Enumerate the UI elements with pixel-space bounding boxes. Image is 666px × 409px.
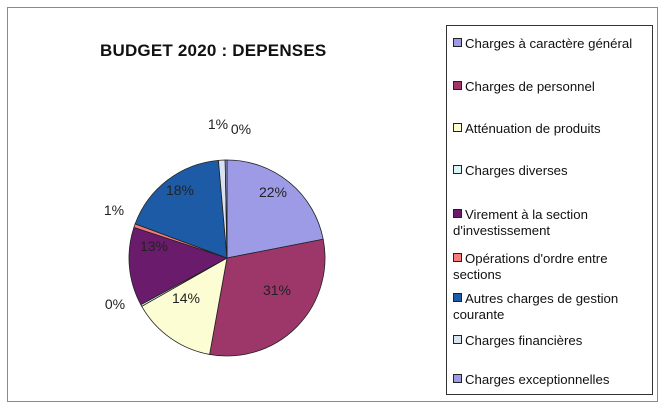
legend-swatch: [453, 335, 462, 344]
pie-slice-9: [224, 159, 228, 259]
slice-label-8: 1%: [208, 116, 228, 132]
legend-item-2: Charges de personnel: [453, 79, 645, 95]
slice-label-5: 13%: [140, 238, 168, 254]
legend-swatch: [453, 374, 462, 383]
legend-label: Virement à la section d'investissement: [453, 207, 588, 238]
legend-label: Charges à caractère général: [465, 36, 633, 51]
legend-item-1: Charges à caractère général: [453, 36, 645, 52]
slice-label-6: 1%: [104, 202, 124, 218]
pie-slice-3: [141, 257, 228, 355]
legend-label: Charges diverses: [465, 163, 568, 178]
legend-label: Autres charges de gestion courante: [453, 291, 619, 322]
legend-label: Charges de personnel: [465, 79, 595, 94]
legend-swatch: [453, 123, 462, 132]
slice-label-4: 0%: [231, 121, 251, 137]
legend-item-6: Opérations d'ordre entre sections: [453, 251, 645, 283]
legend-item-5: Virement à la section d'investissement: [453, 207, 645, 239]
slice-label-3: 14%: [172, 290, 200, 306]
pie-slice-1: [226, 159, 324, 259]
slice-label-7: 18%: [166, 182, 194, 198]
pie-slice-2: [209, 238, 326, 357]
legend-item-7: Autres charges de gestion courante: [453, 291, 645, 323]
chart-title: BUDGET 2020 : DEPENSES: [100, 41, 327, 60]
chart-legend: Charges à caractère général Charges de pe…: [446, 25, 653, 395]
legend-label: Atténuation de produits: [465, 121, 601, 136]
pie-slice-5: [128, 226, 229, 306]
slice-label-2: 31%: [263, 282, 291, 298]
pie-slice-7: [134, 159, 228, 259]
slice-label-1: 22%: [259, 184, 287, 200]
legend-label: Charges exceptionnelles: [465, 372, 610, 387]
slice-label-9: 0%: [105, 296, 125, 312]
legend-item-3: Atténuation de produits: [453, 121, 645, 137]
legend-swatch: [453, 253, 462, 262]
legend-swatch: [453, 165, 462, 174]
legend-item-9: Charges exceptionnelles: [453, 372, 645, 388]
legend-swatch: [453, 209, 462, 218]
legend-item-8: Charges financières: [453, 333, 645, 349]
legend-label: Charges financières: [465, 333, 583, 348]
legend-swatch: [453, 38, 462, 47]
legend-label: Opérations d'ordre entre sections: [453, 251, 608, 282]
legend-swatch: [453, 81, 462, 90]
legend-item-4: Charges diverses: [453, 163, 645, 179]
legend-swatch: [453, 293, 462, 302]
